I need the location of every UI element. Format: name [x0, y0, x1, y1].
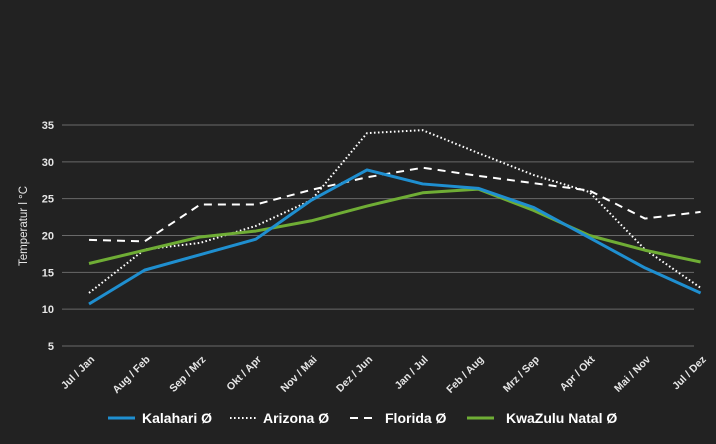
- x-tick-label: Okt / Apr: [224, 354, 264, 394]
- x-tick-label: Mrz / Sep: [501, 354, 542, 395]
- y-tick-labels: 5 10 15 20 25 30 35: [42, 120, 54, 353]
- y-axis-label: Temperatur l °C: [18, 186, 30, 266]
- grid-lines: [62, 124, 694, 347]
- series-line-0: [88, 168, 702, 306]
- series-line-1: [88, 129, 702, 294]
- x-tick-label: Apr / Okt: [558, 353, 598, 393]
- x-tick-label: Sep / Mrz: [167, 354, 208, 395]
- y-tick-label: 15: [42, 267, 54, 279]
- y-tick-label: 25: [42, 194, 54, 206]
- legend-label-3: KwaZulu Natal Ø: [506, 410, 617, 426]
- y-tick-label: 10: [42, 304, 54, 316]
- legend-label-2: Florida Ø: [385, 410, 447, 426]
- series-line-3: [88, 187, 701, 265]
- x-tick-label: Nov / Mai: [278, 354, 319, 395]
- series-line-2: [88, 166, 701, 243]
- x-tick-labels: Jul / Jan Aug / Feb Sep / Mrz Okt / Apr Nov …: [59, 353, 709, 396]
- legend: Kalahari Ø Arizona Ø Florida Ø KwaZulu Nata…: [108, 410, 617, 426]
- x-tick-label: Jan / Jul: [393, 354, 431, 392]
- x-tick-label: Jul / Jan: [59, 354, 97, 392]
- y-tick-label: 35: [42, 120, 54, 132]
- x-tick-label: Aug / Feb: [110, 354, 152, 396]
- y-tick-label: 5: [48, 341, 54, 353]
- x-tick-label: Mai / Nov: [612, 354, 653, 395]
- legend-label-0: Kalahari Ø: [142, 410, 212, 426]
- legend-label-1: Arizona Ø: [263, 410, 329, 426]
- x-tick-label: Feb / Aug: [444, 354, 486, 396]
- series-lines: [88, 129, 702, 306]
- y-tick-label: 20: [42, 231, 54, 243]
- y-tick-label: 30: [42, 157, 54, 169]
- x-tick-label: Jul / Dez: [670, 354, 709, 393]
- x-tick-label: Dez / Jun: [334, 354, 375, 395]
